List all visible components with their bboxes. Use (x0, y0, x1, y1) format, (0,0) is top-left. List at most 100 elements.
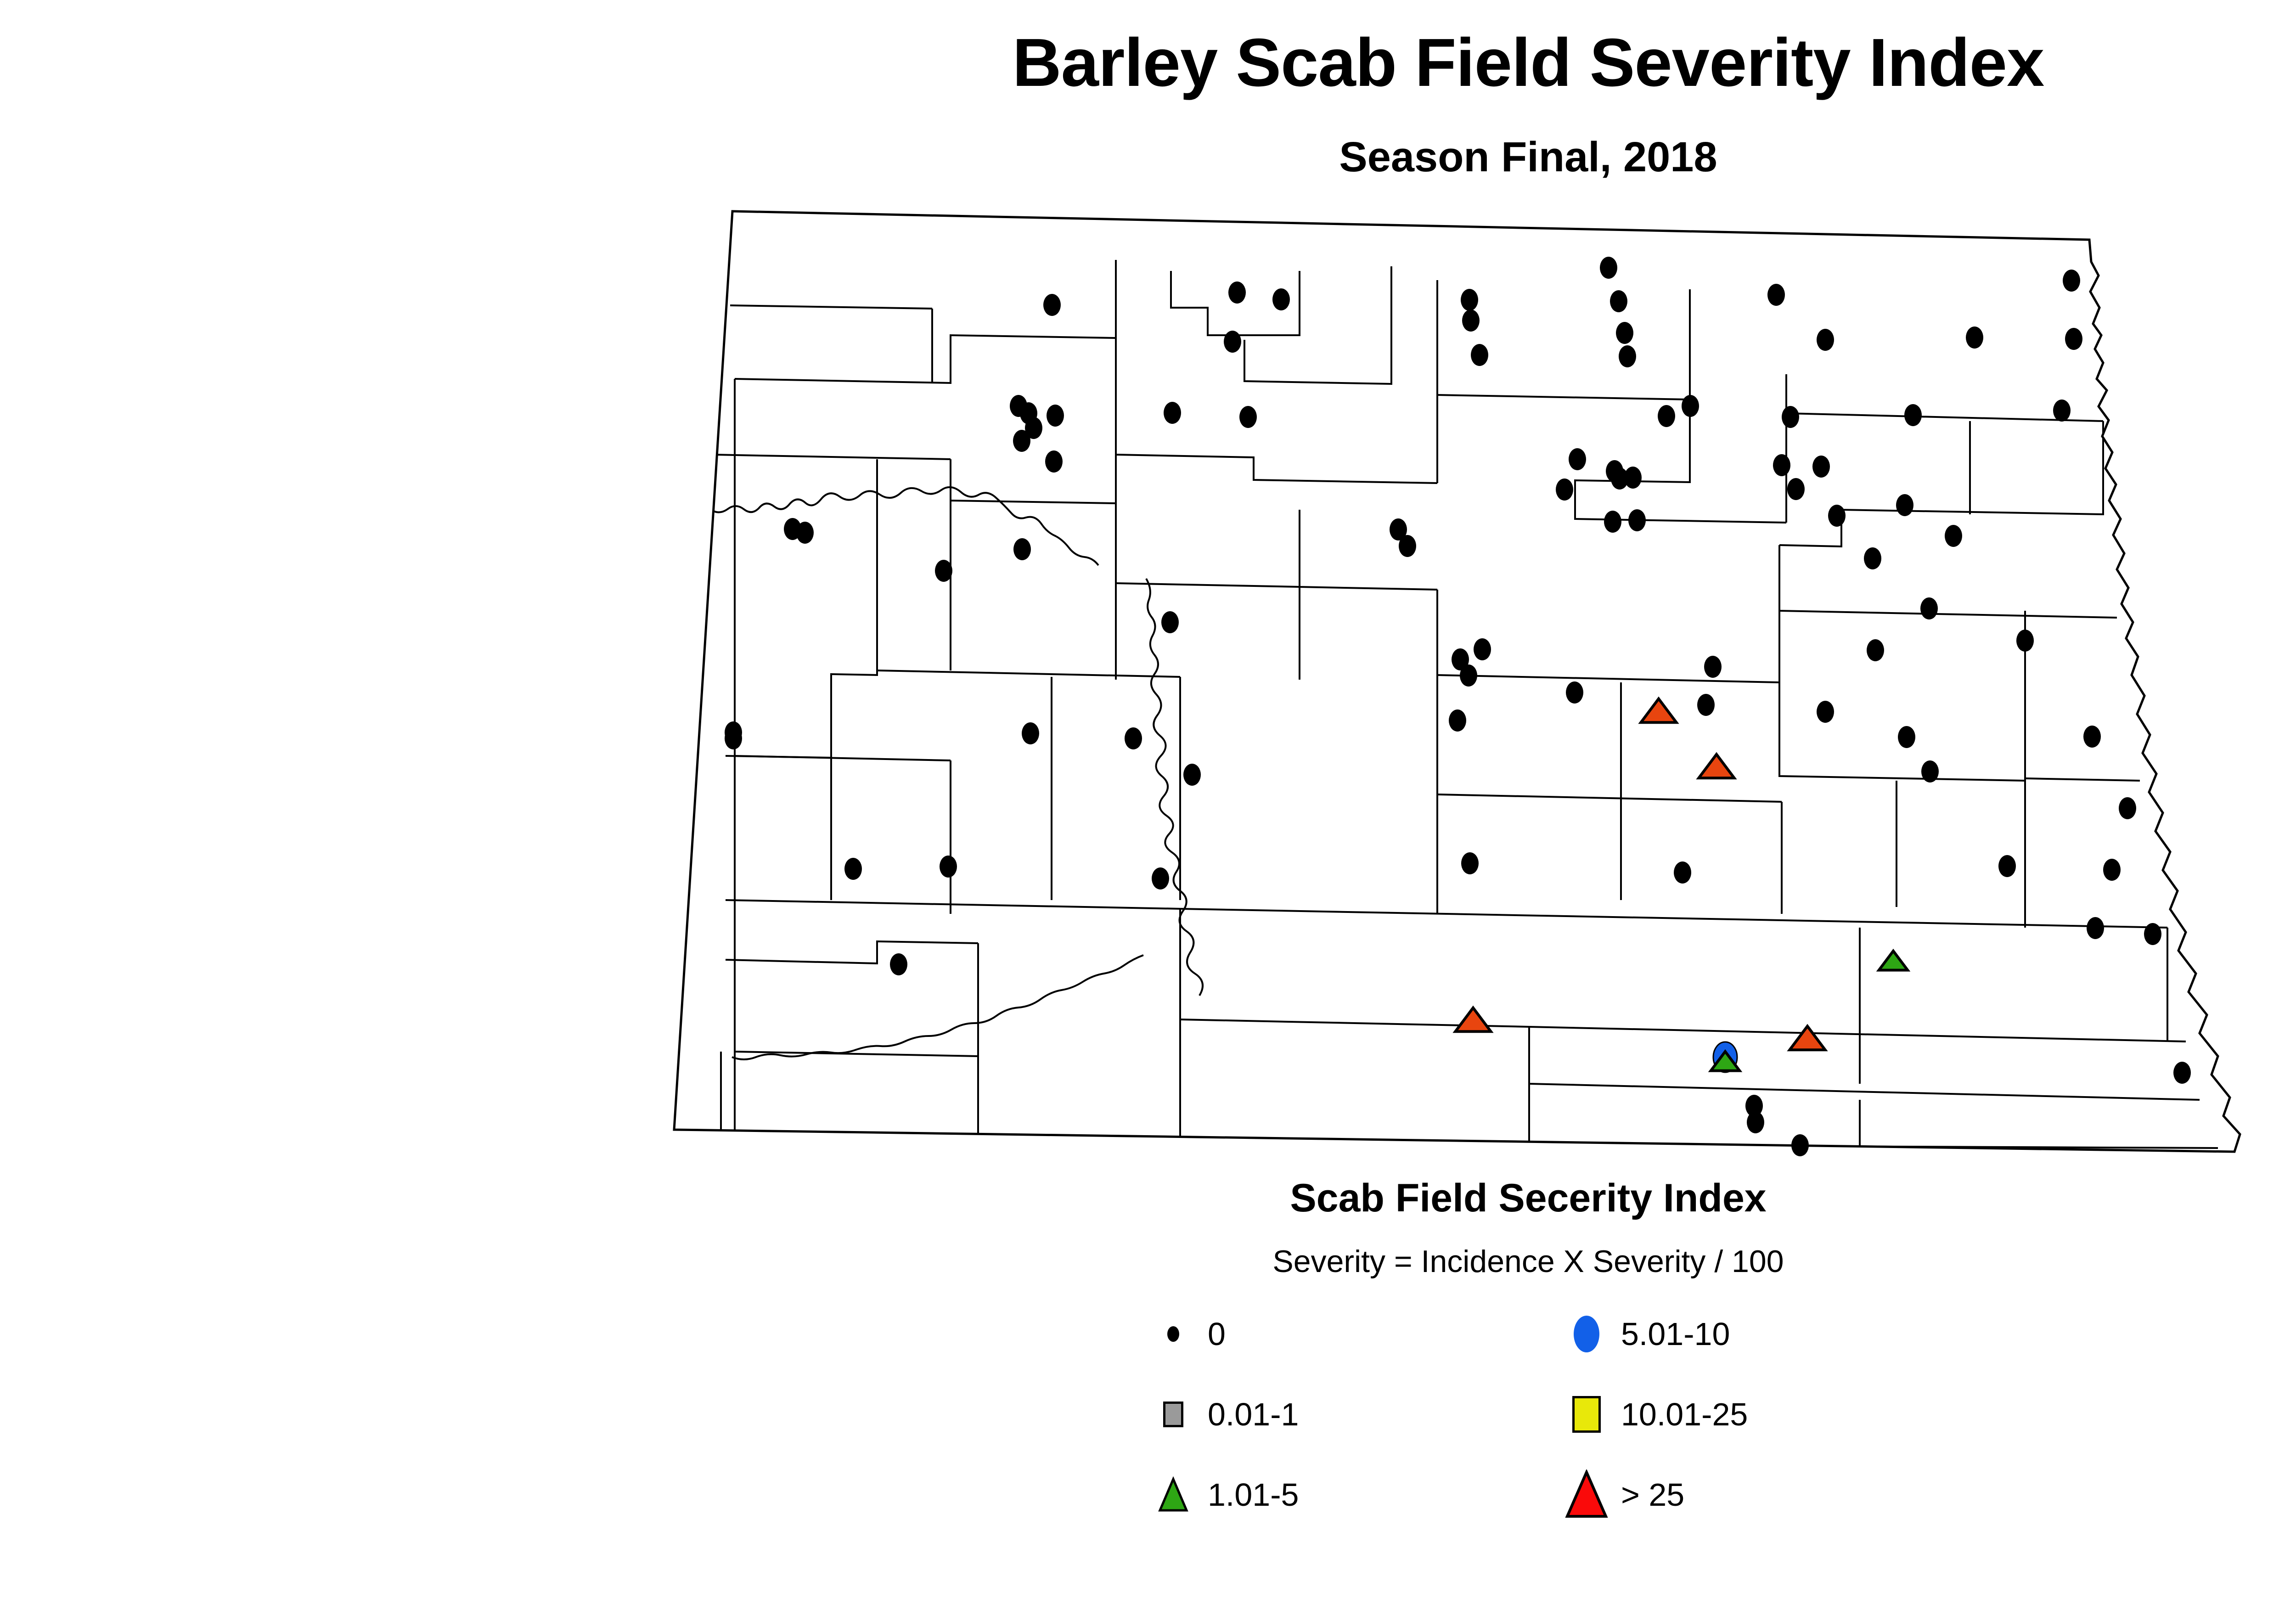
map-marker[interactable] (1043, 294, 1061, 316)
map-marker[interactable] (1013, 430, 1030, 452)
legend-title: Scab Field Secerity Index (1290, 1176, 1767, 1220)
map-marker[interactable] (1867, 639, 1884, 661)
map-marker[interactable] (1747, 1111, 1764, 1133)
map-marker[interactable] (1787, 1024, 1828, 1052)
map-marker[interactable] (1998, 855, 2016, 877)
map-marker[interactable] (1708, 1049, 1743, 1072)
map-marker[interactable] (1047, 405, 1064, 427)
map-marker[interactable] (1682, 395, 1699, 417)
north-dakota-map[interactable] (657, 197, 2278, 1176)
map-marker[interactable] (1817, 701, 1834, 723)
map-marker[interactable] (1658, 405, 1675, 427)
map-marker[interactable] (1471, 344, 1488, 366)
map-marker[interactable] (2065, 328, 2082, 350)
map-marker[interactable] (1638, 696, 1679, 724)
map-marker[interactable] (1773, 454, 1790, 476)
legend-item-1[interactable]: 0.01-1 (1139, 1389, 1299, 1440)
map-marker[interactable] (1164, 402, 1181, 424)
map-marker[interactable] (2063, 270, 2080, 292)
map-marker[interactable] (1767, 284, 1785, 306)
map-marker[interactable] (1604, 511, 1621, 533)
map-marker[interactable] (1791, 1134, 1809, 1156)
map-marker[interactable] (1462, 310, 1480, 332)
map-marker[interactable] (1224, 331, 1241, 353)
map-marker[interactable] (1045, 450, 1063, 473)
map-marker[interactable] (1449, 709, 1466, 732)
map-marker[interactable] (1272, 288, 1290, 310)
legend-item-3[interactable]: 5.01-10 (1552, 1309, 1730, 1359)
map-marker[interactable] (1782, 406, 1799, 428)
map-marker[interactable] (1183, 764, 1201, 786)
map-marker[interactable] (1474, 638, 1491, 660)
legend-item-0[interactable]: 0 (1139, 1309, 1226, 1359)
map-marker[interactable] (1898, 726, 1915, 748)
map-marker[interactable] (1921, 760, 1939, 782)
legend-item-5[interactable]: > 25 (1552, 1469, 1684, 1520)
map-marker[interactable] (2144, 923, 2161, 945)
map-marker[interactable] (1461, 289, 1478, 311)
map-marker[interactable] (1452, 648, 1469, 670)
map-marker[interactable] (1704, 656, 1722, 678)
map-marker[interactable] (1817, 329, 1834, 351)
legend-blue-circle-icon (1552, 1309, 1621, 1359)
map-marker[interactable] (2119, 797, 2136, 819)
legend-item-4[interactable]: 10.01-25 (1552, 1389, 1748, 1440)
map-marker[interactable] (935, 560, 952, 582)
map-marker[interactable] (1864, 547, 1881, 569)
map-marker[interactable] (1616, 322, 1633, 344)
map-marker[interactable] (1945, 525, 1962, 547)
map-marker[interactable] (1460, 664, 1477, 687)
map-marker[interactable] (1569, 448, 1586, 470)
map-marker[interactable] (1152, 867, 1169, 889)
data-point-layer[interactable] (725, 257, 2191, 1156)
map-marker[interactable] (1390, 518, 1407, 540)
map-marker[interactable] (1013, 538, 1031, 560)
map-marker[interactable] (2103, 859, 2121, 881)
map-marker[interactable] (1828, 505, 1846, 527)
map-marker[interactable] (1611, 467, 1628, 490)
map-marker[interactable] (1452, 1005, 1494, 1033)
map-marker[interactable] (1812, 456, 1830, 478)
map-marker[interactable] (1556, 478, 1573, 501)
map-marker[interactable] (844, 858, 862, 880)
map-marker[interactable] (1610, 290, 1627, 312)
map-marker[interactable] (890, 953, 907, 975)
map-marker[interactable] (2053, 400, 2071, 422)
map-marker[interactable] (940, 856, 957, 878)
map-marker[interactable] (1966, 327, 1983, 349)
map-marker[interactable] (1228, 281, 1246, 304)
map-svg (673, 210, 2241, 1156)
map-marker[interactable] (1619, 345, 1636, 367)
map-marker[interactable] (2083, 726, 2101, 748)
map-marker[interactable] (2087, 917, 2104, 939)
map-marker[interactable] (1696, 752, 1737, 780)
map-marker[interactable] (1876, 948, 1911, 972)
map-marker[interactable] (1904, 404, 1922, 426)
legend-yellow-square-icon (1552, 1389, 1621, 1440)
map-marker[interactable] (796, 522, 814, 544)
map-marker[interactable] (1674, 861, 1691, 884)
map-marker[interactable] (1920, 597, 1938, 619)
map-marker[interactable] (1628, 509, 1646, 531)
map-marker[interactable] (1566, 681, 1583, 704)
map-marker[interactable] (1624, 467, 1642, 489)
map-marker[interactable] (2173, 1062, 2191, 1084)
legend-item-label: 0 (1208, 1316, 1226, 1352)
map-marker[interactable] (1745, 1095, 1763, 1117)
map-marker[interactable] (1161, 611, 1179, 633)
map-marker[interactable] (1022, 722, 1039, 744)
map-marker[interactable] (1399, 535, 1416, 557)
map-marker[interactable] (1787, 478, 1805, 500)
map-marker[interactable] (725, 727, 742, 749)
map-marker[interactable] (1025, 417, 1042, 439)
map-marker[interactable] (1600, 257, 1617, 279)
map-marker[interactable] (1125, 727, 1142, 749)
legend-items: 0 0.01-1 1.01-5 5.01 (1139, 1309, 1947, 1538)
map-marker[interactable] (1896, 494, 1913, 516)
map-marker[interactable] (1239, 406, 1257, 428)
map-marker[interactable] (1461, 852, 1479, 874)
map-marker[interactable] (1697, 694, 1715, 716)
legend-item-2[interactable]: 1.01-5 (1139, 1469, 1299, 1520)
map-marker[interactable] (2016, 630, 2034, 652)
